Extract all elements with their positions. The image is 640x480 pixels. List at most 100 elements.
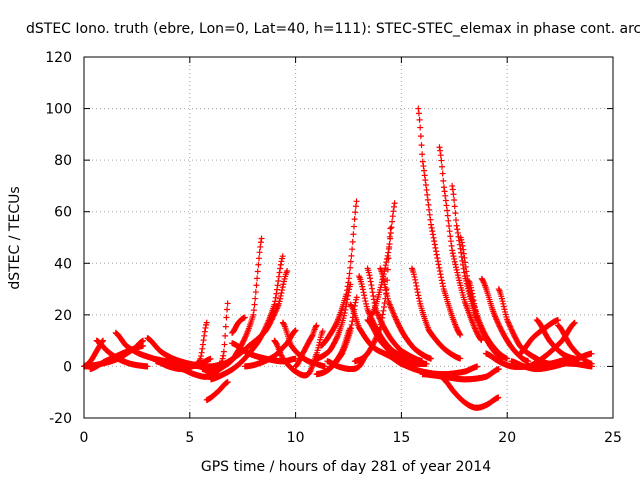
y-tick-label: 100 (45, 102, 72, 118)
data-point (438, 157, 445, 164)
data-point (254, 268, 261, 275)
data-point (268, 316, 275, 323)
data-point (440, 177, 447, 184)
data-point (278, 290, 285, 297)
data-point (435, 258, 442, 265)
data-point (280, 320, 287, 327)
data-point (495, 286, 502, 293)
data-point (140, 337, 147, 344)
data-point (419, 151, 426, 158)
series-arc-31 (364, 317, 430, 368)
data-point (426, 211, 433, 218)
data-point (436, 268, 443, 275)
data-point (368, 314, 375, 321)
data-point (201, 328, 208, 335)
data-point (377, 324, 384, 331)
data-point (419, 158, 426, 165)
data-point (241, 336, 248, 343)
series-arc-06 (87, 342, 147, 373)
data-point (351, 223, 358, 230)
data-point (411, 273, 418, 280)
data-point (434, 254, 441, 261)
data-point (390, 203, 397, 210)
data-point (353, 198, 360, 205)
data-point (368, 282, 375, 289)
series-arc-08 (165, 355, 214, 370)
data-point (349, 246, 356, 253)
data-point (415, 110, 422, 117)
data-point (452, 217, 459, 224)
data-point (319, 328, 326, 335)
data-point (441, 188, 448, 195)
data-point (369, 289, 376, 296)
data-point (352, 203, 359, 210)
data-point (422, 182, 429, 188)
data-point (422, 177, 429, 184)
data-point (358, 281, 365, 288)
data-point (276, 298, 283, 305)
x-tick-label: 15 (392, 430, 410, 446)
data-point (393, 317, 400, 324)
data-point (446, 223, 453, 230)
data-point (431, 241, 438, 248)
data-point (440, 184, 447, 191)
series-arc-30 (377, 265, 435, 362)
data-point (428, 224, 435, 231)
data-point (471, 300, 478, 307)
data-point (384, 292, 391, 299)
data-point (334, 334, 341, 341)
data-point (447, 238, 454, 245)
data-point (452, 210, 459, 217)
data-point (508, 326, 515, 333)
data-point (278, 258, 285, 265)
data-point (428, 355, 435, 362)
data-point (463, 268, 470, 275)
data-point (270, 313, 277, 320)
series-arc-29 (368, 200, 398, 318)
data-point (140, 342, 147, 349)
data-point (509, 329, 516, 336)
data-point (448, 242, 455, 249)
data-point (253, 282, 260, 289)
data-point (223, 314, 230, 321)
data-point (389, 218, 396, 225)
data-point (425, 201, 432, 208)
data-point (257, 239, 264, 246)
data-point (457, 331, 464, 338)
data-point (271, 311, 278, 318)
data-point (449, 250, 456, 257)
data-point (588, 350, 595, 357)
series-arc-49 (538, 360, 595, 370)
y-axis-label: dSTEC / TECUs (7, 186, 23, 289)
data-point (344, 283, 351, 290)
data-point (250, 307, 257, 314)
data-point (256, 249, 263, 256)
data-point (499, 298, 506, 305)
data-point (254, 275, 261, 282)
data-point (387, 230, 394, 237)
data-point (362, 298, 369, 305)
data-point (444, 212, 451, 219)
plot-frame (83, 56, 614, 419)
data-point (437, 152, 444, 159)
data-point (451, 255, 458, 262)
data-point (312, 323, 319, 330)
data-point (382, 287, 389, 294)
data-point (370, 339, 377, 346)
y-tick-label: 20 (54, 308, 72, 324)
x-tick-label: 0 (80, 430, 89, 446)
axis-ticks: 0 5 10 15 20 25 -20 0 20 40 60 80 100 120 (45, 50, 622, 446)
series-arc-21 (317, 198, 360, 349)
data-point (472, 307, 479, 314)
data-point (201, 332, 208, 339)
x-tick-label: 20 (498, 430, 516, 446)
data-point (472, 327, 479, 334)
data-point (356, 273, 363, 280)
data-point (298, 352, 305, 359)
data-point (462, 263, 469, 270)
data-point (495, 320, 502, 327)
data-point (252, 289, 259, 296)
data-point (348, 321, 355, 328)
data-point (459, 242, 466, 249)
data-point (442, 192, 449, 199)
